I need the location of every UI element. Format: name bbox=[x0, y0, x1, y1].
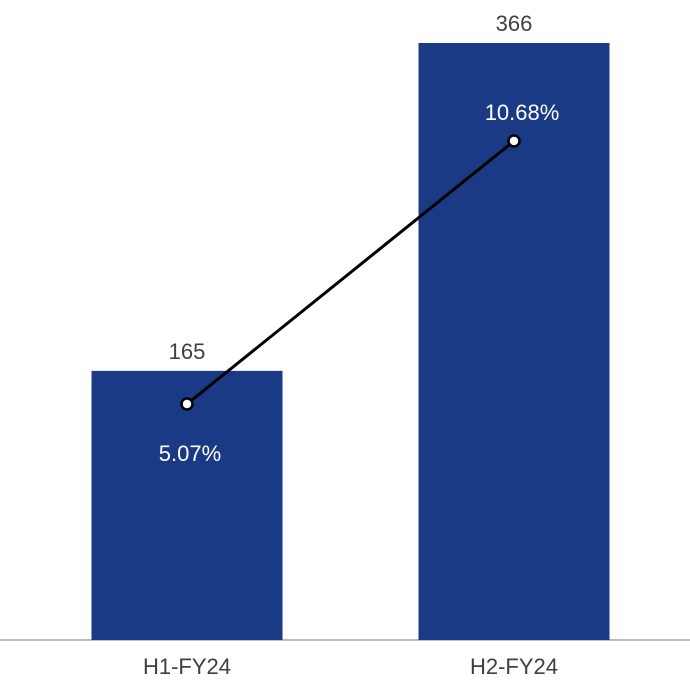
ratio-line bbox=[186, 139, 515, 406]
ratio-value-label: 10.68% bbox=[485, 100, 560, 125]
bar-h1-fy24 bbox=[91, 370, 283, 640]
ratio-point-h1-fy24 bbox=[180, 397, 194, 411]
category-label: H1-FY24 bbox=[143, 654, 231, 679]
bar-labels-group: 165 366 bbox=[169, 11, 533, 364]
category-labels-group: H1-FY24 H2-FY24 bbox=[143, 654, 558, 679]
ratio-labels-group: 5.07% 10.68% bbox=[159, 100, 560, 466]
ratio-points-group bbox=[180, 134, 521, 411]
bar-value-label: 366 bbox=[496, 11, 533, 36]
ratio-point-h2-fy24 bbox=[507, 134, 521, 148]
category-label: H2-FY24 bbox=[470, 654, 558, 679]
bar-h2-fy24 bbox=[418, 43, 610, 640]
bar-value-label: 165 bbox=[169, 339, 206, 364]
ratio-value-label: 5.07% bbox=[159, 441, 221, 466]
